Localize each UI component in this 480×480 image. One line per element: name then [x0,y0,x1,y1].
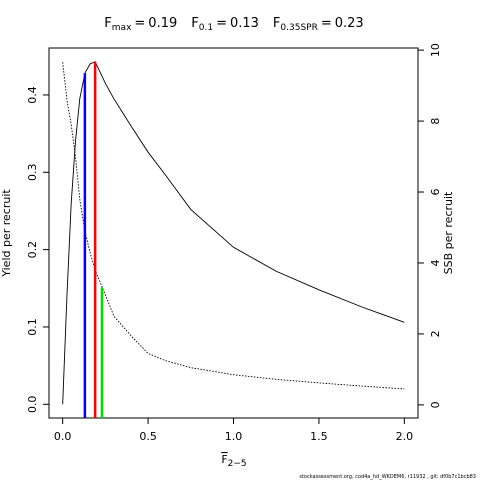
y-tick-label: 0.0 [26,396,39,414]
y2-tick-label: 4 [429,259,442,266]
series-line [62,62,405,390]
title-symbol: F [104,16,111,31]
title-value: 0.19 [148,16,177,31]
x-axis-label: F2−5 [221,453,246,469]
y-axis-label: Yield per recruit [0,189,13,278]
x-tick-label: 0.0 [54,430,72,443]
title-sub: 0.1 [199,23,213,33]
y2-tick-label: 2 [429,330,442,337]
title-value: 0.23 [335,16,364,31]
y-tick-label: 0.3 [26,164,39,182]
y2-tick-label: 10 [429,43,442,57]
y-tick-label: 0.4 [26,86,39,104]
y2-tick-label: 6 [429,189,442,196]
y-tick-label: 0.2 [26,241,39,259]
x-axis-label-sub: 2−5 [228,459,247,469]
x-tick-label: 2.0 [396,430,414,443]
title-symbol: F [191,16,198,31]
title-sub: max [112,23,132,33]
x-tick-label: 1.5 [310,430,328,443]
title-symbol: F [273,16,280,31]
series-line [62,61,405,405]
y2-tick-label: 8 [429,118,442,125]
x-tick-label: 1.0 [225,430,243,443]
title-relation: = [134,16,145,31]
x-axis-label-symbol: F [221,453,227,466]
x-tick-label: 0.5 [139,430,157,443]
title-sub: 0.35SPR [280,23,317,33]
y-tick-label: 0.1 [26,318,39,336]
title-relation: = [216,16,227,31]
y2-tick-label: 0 [429,401,442,408]
footer: stockassessment.org, cod4a_hd_WKDEM6, r1… [299,474,476,480]
title-relation: = [321,16,332,31]
chart-title: Fmax = 0.19 F0.1 = 0.13 F0.35SPR = 0.23 [104,16,363,33]
y2-axis-label: SSB per recruit [442,191,455,274]
title-value: 0.13 [230,16,259,31]
